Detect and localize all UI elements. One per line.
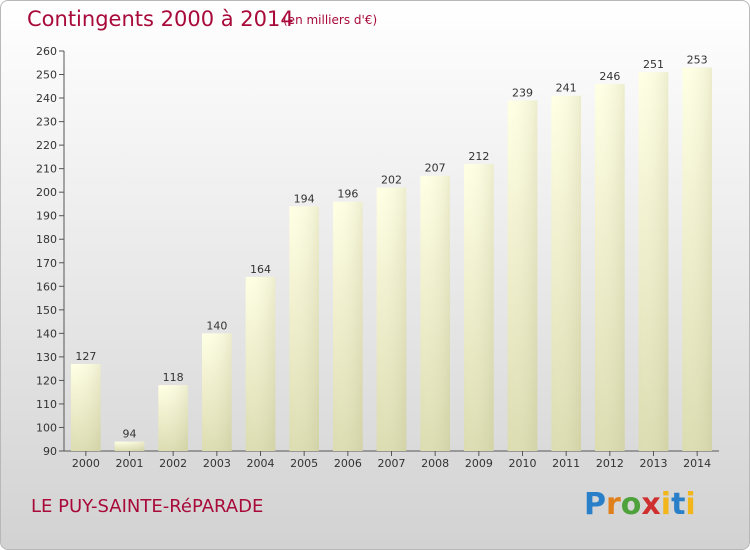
proxiti-logo: Proxiti	[584, 487, 696, 522]
bar-shade	[638, 72, 669, 452]
data-label: 94	[123, 428, 137, 441]
x-tick-label: 2005	[290, 457, 318, 470]
x-tick-label: 2010	[509, 457, 537, 470]
y-tick-label: 180	[36, 233, 57, 246]
chart-title: Contingents 2000 à 2014	[27, 7, 294, 31]
x-tick-label: 2009	[465, 457, 493, 470]
x-tick-label: 2007	[378, 457, 406, 470]
data-label: 239	[512, 86, 533, 99]
x-tick-label: 2004	[247, 457, 275, 470]
data-label: 246	[599, 70, 620, 83]
bar-shade	[158, 385, 189, 451]
y-tick-label: 200	[36, 186, 57, 199]
x-tick-label: 2013	[640, 457, 668, 470]
y-tick-label: 170	[36, 257, 57, 270]
bar-shade	[332, 201, 363, 451]
y-tick-label: 210	[36, 163, 57, 176]
x-tick-label: 2001	[116, 457, 144, 470]
bar-shade	[594, 83, 625, 452]
bar-shade	[507, 100, 538, 451]
data-label: 253	[687, 53, 708, 66]
bar-shade	[70, 363, 101, 451]
x-tick-label: 2008	[421, 457, 449, 470]
y-tick-label: 150	[36, 304, 57, 317]
place-name: LE PUY-SAINTE-RéPARADE	[31, 496, 264, 517]
y-tick-label: 230	[36, 116, 57, 129]
x-tick-label: 2006	[334, 457, 362, 470]
bar-shade	[289, 206, 320, 451]
bar-shade	[420, 175, 451, 452]
data-label: 202	[381, 173, 402, 186]
x-tick-label: 2002	[159, 457, 187, 470]
data-label: 164	[250, 263, 271, 276]
bar-shade	[114, 441, 145, 451]
y-tick-label: 240	[36, 92, 57, 105]
y-tick-label: 160	[36, 280, 57, 293]
bar-shade	[551, 95, 582, 452]
x-tick-label: 2011	[552, 457, 580, 470]
data-label: 194	[294, 192, 315, 205]
bar-shade	[245, 276, 276, 451]
chart-subtitle: (en milliers d'€)	[283, 13, 378, 27]
data-label: 241	[556, 82, 577, 95]
bar-shade	[463, 163, 494, 452]
data-label: 140	[206, 319, 227, 332]
y-tick-label: 140	[36, 327, 57, 340]
x-tick-label: 2014	[683, 457, 711, 470]
y-tick-label: 190	[36, 210, 57, 223]
x-tick-label: 2003	[203, 457, 231, 470]
y-tick-label: 130	[36, 351, 57, 364]
data-label: 251	[643, 58, 664, 71]
x-tick-label: 2012	[596, 457, 624, 470]
y-tick-label: 250	[36, 69, 57, 82]
y-tick-label: 90	[43, 445, 57, 458]
y-tick-label: 100	[36, 421, 57, 434]
y-tick-label: 260	[36, 45, 57, 58]
bar-shade	[201, 333, 232, 451]
y-tick-label: 220	[36, 139, 57, 152]
data-label: 118	[163, 371, 184, 384]
bar-shade	[376, 187, 407, 451]
data-label: 212	[468, 150, 489, 163]
x-tick-label: 2000	[72, 457, 100, 470]
y-tick-label: 120	[36, 374, 57, 387]
data-label: 127	[75, 350, 96, 363]
bar-shade	[682, 67, 713, 452]
data-label: 196	[337, 188, 358, 201]
y-tick-label: 110	[36, 398, 57, 411]
data-label: 207	[425, 162, 446, 175]
